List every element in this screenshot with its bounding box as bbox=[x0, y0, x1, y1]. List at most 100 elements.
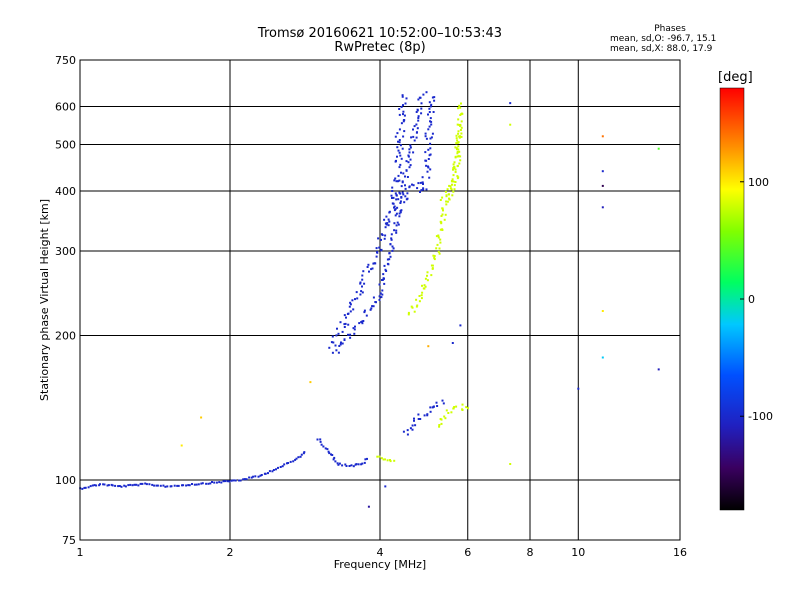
echo-point-f1-o-lower bbox=[407, 161, 410, 164]
echo-point-f1-o-lower bbox=[420, 102, 423, 105]
echo-point-f2-o bbox=[424, 132, 427, 135]
echo-point-f-x-upper bbox=[456, 139, 459, 142]
y-tick-label: 400 bbox=[55, 185, 76, 198]
echo-point-e-layer bbox=[252, 475, 255, 478]
echo-point-f1-o-lower bbox=[341, 342, 344, 345]
echo-point-f1-o bbox=[398, 139, 401, 141]
echo-point-f1-o-lower bbox=[395, 231, 398, 234]
echo-point-f-x bbox=[437, 250, 440, 253]
echo-point-f1-o bbox=[361, 285, 363, 288]
isolated-echo-point bbox=[427, 345, 430, 348]
echo-point-es-spread bbox=[417, 413, 420, 416]
echo-point-f1-o-lower bbox=[399, 211, 402, 214]
echo-point-f-x bbox=[441, 229, 444, 231]
echo-point-f1-o-lower bbox=[390, 238, 393, 241]
echo-point-f2-o bbox=[428, 125, 431, 128]
echo-point-f1-o bbox=[343, 323, 346, 326]
echo-point-f1-o-lower bbox=[338, 345, 341, 347]
echo-point-e-layer bbox=[257, 475, 260, 478]
echo-point-f1-o-lower bbox=[390, 237, 393, 240]
echo-point-f-x bbox=[418, 295, 421, 297]
echo-point-f1-o bbox=[398, 128, 401, 131]
echo-point-f2-o bbox=[422, 183, 424, 185]
phase-stats-x: mean, sd,X: 88.0, 17.9 bbox=[610, 44, 713, 54]
echo-point-f1-o bbox=[371, 267, 374, 270]
echo-point-f1-o-lower bbox=[395, 224, 398, 227]
echo-point-f1-o-lower bbox=[401, 191, 404, 194]
echo-point-f1-o-lower bbox=[393, 222, 396, 225]
echo-point-es-spread bbox=[429, 410, 432, 413]
echo-point-f1-o bbox=[366, 266, 369, 268]
echo-point-f-x-upper bbox=[456, 175, 459, 178]
y-tick-label: 300 bbox=[55, 245, 76, 258]
echo-point-f2-o bbox=[430, 123, 433, 126]
echo-point-f-x-upper bbox=[452, 174, 455, 177]
echo-point-f1-o bbox=[380, 249, 383, 252]
echo-point-f1-o bbox=[391, 186, 394, 189]
echo-point-f-x bbox=[424, 285, 427, 288]
echo-point-e-layer bbox=[103, 483, 106, 486]
echo-point-f1-o-lower bbox=[391, 245, 394, 248]
echo-point-f-x bbox=[457, 118, 460, 121]
echo-point-e-layer bbox=[81, 487, 84, 490]
echo-point-e-layer bbox=[144, 482, 147, 485]
chart-title: Tromsø 20160621 10:52:00–10:53:43 bbox=[257, 26, 503, 41]
echo-point-es-spread bbox=[429, 406, 432, 409]
echo-point-e-layer bbox=[102, 483, 105, 486]
echo-point-f1-o-lower bbox=[352, 327, 355, 330]
isolated-echo-point bbox=[601, 135, 604, 138]
echo-point-f1-o bbox=[374, 262, 377, 265]
echo-point-f1-o-lower bbox=[408, 148, 411, 151]
echo-point-e-layer bbox=[84, 486, 87, 489]
echo-point-f1-o-lower bbox=[385, 270, 388, 272]
echo-point-es-x bbox=[450, 411, 453, 414]
isolated-echo-point bbox=[180, 444, 183, 447]
echo-point-f-x bbox=[458, 104, 461, 107]
echo-point-f2-o bbox=[395, 212, 398, 215]
echo-point-f1-o-lower bbox=[392, 247, 395, 250]
echo-point-f-x bbox=[442, 209, 444, 212]
echo-point-f1-o-lower bbox=[417, 98, 420, 101]
echo-point-f2-o bbox=[417, 182, 420, 185]
echo-point-es-spread bbox=[411, 424, 414, 427]
echo-point-f1-o-lower bbox=[365, 314, 368, 317]
echo-point-f2-o bbox=[422, 188, 425, 191]
echo-point-f1-o-lower bbox=[415, 136, 418, 139]
echo-point-f1-o-lower bbox=[383, 264, 386, 267]
echo-point-f-x-upper bbox=[451, 194, 454, 197]
echo-point-e-x bbox=[380, 457, 383, 460]
echo-point-e-layer bbox=[141, 482, 144, 485]
echo-point-e-layer bbox=[299, 455, 302, 458]
echo-point-f1-o-lower bbox=[339, 343, 342, 346]
echo-point-f-x bbox=[440, 221, 443, 224]
echo-point-f1-o bbox=[367, 263, 370, 266]
echo-point-f-x-upper bbox=[447, 193, 450, 196]
echo-point-e-cusp bbox=[324, 447, 327, 450]
echo-point-f1-o bbox=[334, 344, 337, 347]
echo-point-f1-o bbox=[356, 297, 359, 300]
echo-point-f-x bbox=[426, 279, 429, 282]
echo-point-e-cusp bbox=[348, 465, 351, 467]
echo-point-f2-o bbox=[429, 105, 432, 108]
echo-point-f1-o-lower bbox=[412, 151, 415, 154]
echo-point-f1-o-lower bbox=[399, 202, 402, 204]
echo-point-e-layer bbox=[234, 479, 237, 482]
echo-point-f2-o bbox=[419, 191, 421, 193]
echo-point-f1-o-lower bbox=[349, 336, 352, 339]
echo-point-f1-o bbox=[332, 341, 335, 344]
echo-point-f1-o bbox=[398, 179, 401, 182]
echo-point-f2-o bbox=[430, 136, 433, 139]
echo-point-f-x bbox=[457, 148, 460, 151]
echo-point-f2-o bbox=[433, 96, 436, 99]
echo-point-f1-o-lower bbox=[381, 279, 383, 281]
echo-point-f-x bbox=[459, 129, 462, 131]
echo-point-f-x-upper bbox=[457, 155, 460, 158]
echo-point-f2-o bbox=[433, 99, 436, 102]
echo-point-e-cusp bbox=[336, 462, 339, 465]
echo-point-f-x bbox=[459, 106, 462, 109]
echo-point-f-x-upper bbox=[456, 164, 459, 167]
echo-point-f1-o-lower bbox=[340, 341, 342, 344]
echo-point-f1-o-lower bbox=[387, 263, 390, 266]
echo-point-f-x-upper bbox=[449, 187, 452, 190]
echo-point-f1-o-lower bbox=[353, 328, 356, 331]
